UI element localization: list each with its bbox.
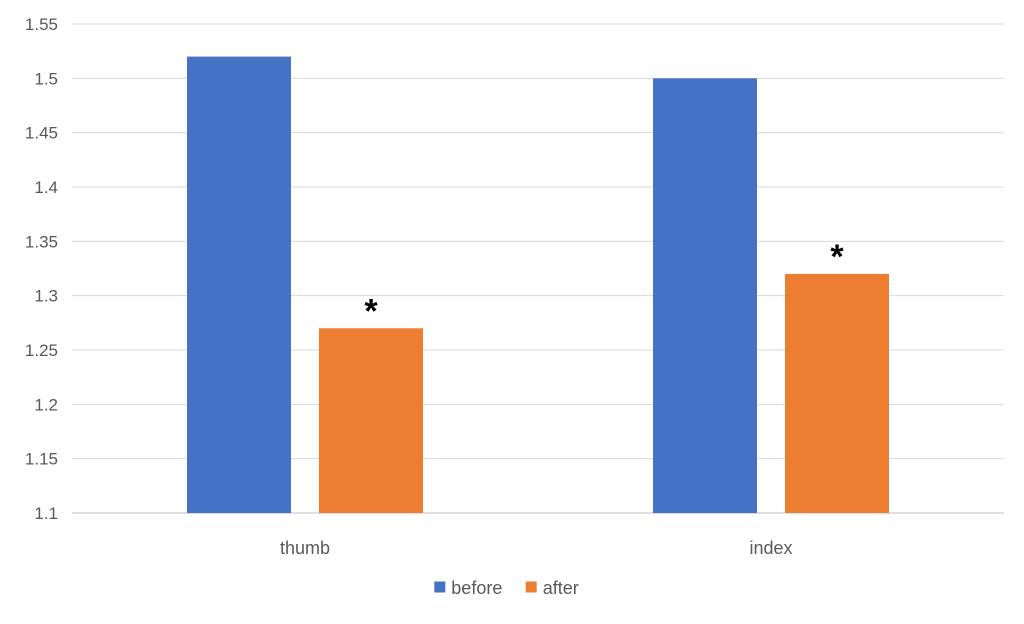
legend: before after — [434, 578, 579, 598]
y-tick-label: 1.35 — [25, 232, 58, 251]
y-tick-label: 1.45 — [25, 124, 58, 143]
bar-before-thumb — [187, 56, 291, 513]
y-tick-label: 1.4 — [34, 178, 58, 197]
x-tick-label: thumb — [280, 538, 330, 558]
x-axis-ticks: thumb index — [280, 538, 793, 558]
y-tick-label: 1.1 — [34, 504, 58, 523]
y-tick-label: 1.25 — [25, 341, 58, 360]
bar-after-index — [785, 273, 889, 513]
y-axis-ticks: 1.1 1.15 1.2 1.25 1.3 1.35 1.4 1.45 1.5 1.55 — [25, 15, 58, 523]
x-tick-label: index — [749, 538, 792, 558]
significance-marker: * — [364, 292, 378, 330]
significance-marker: * — [830, 238, 844, 276]
y-tick-label: 1.15 — [25, 450, 58, 469]
legend-label-after: after — [543, 578, 579, 598]
y-tick-label: 1.3 — [34, 287, 58, 306]
y-tick-label: 1.55 — [25, 15, 58, 34]
legend-label-before: before — [451, 578, 502, 598]
bar-after-thumb — [319, 328, 423, 513]
annotations: ** — [364, 238, 844, 330]
bar-before-index — [653, 78, 757, 513]
legend-swatch-after — [525, 581, 537, 593]
legend-swatch-before — [434, 581, 446, 593]
bars — [187, 56, 889, 513]
y-tick-label: 1.5 — [34, 69, 58, 88]
y-tick-label: 1.2 — [34, 395, 58, 414]
